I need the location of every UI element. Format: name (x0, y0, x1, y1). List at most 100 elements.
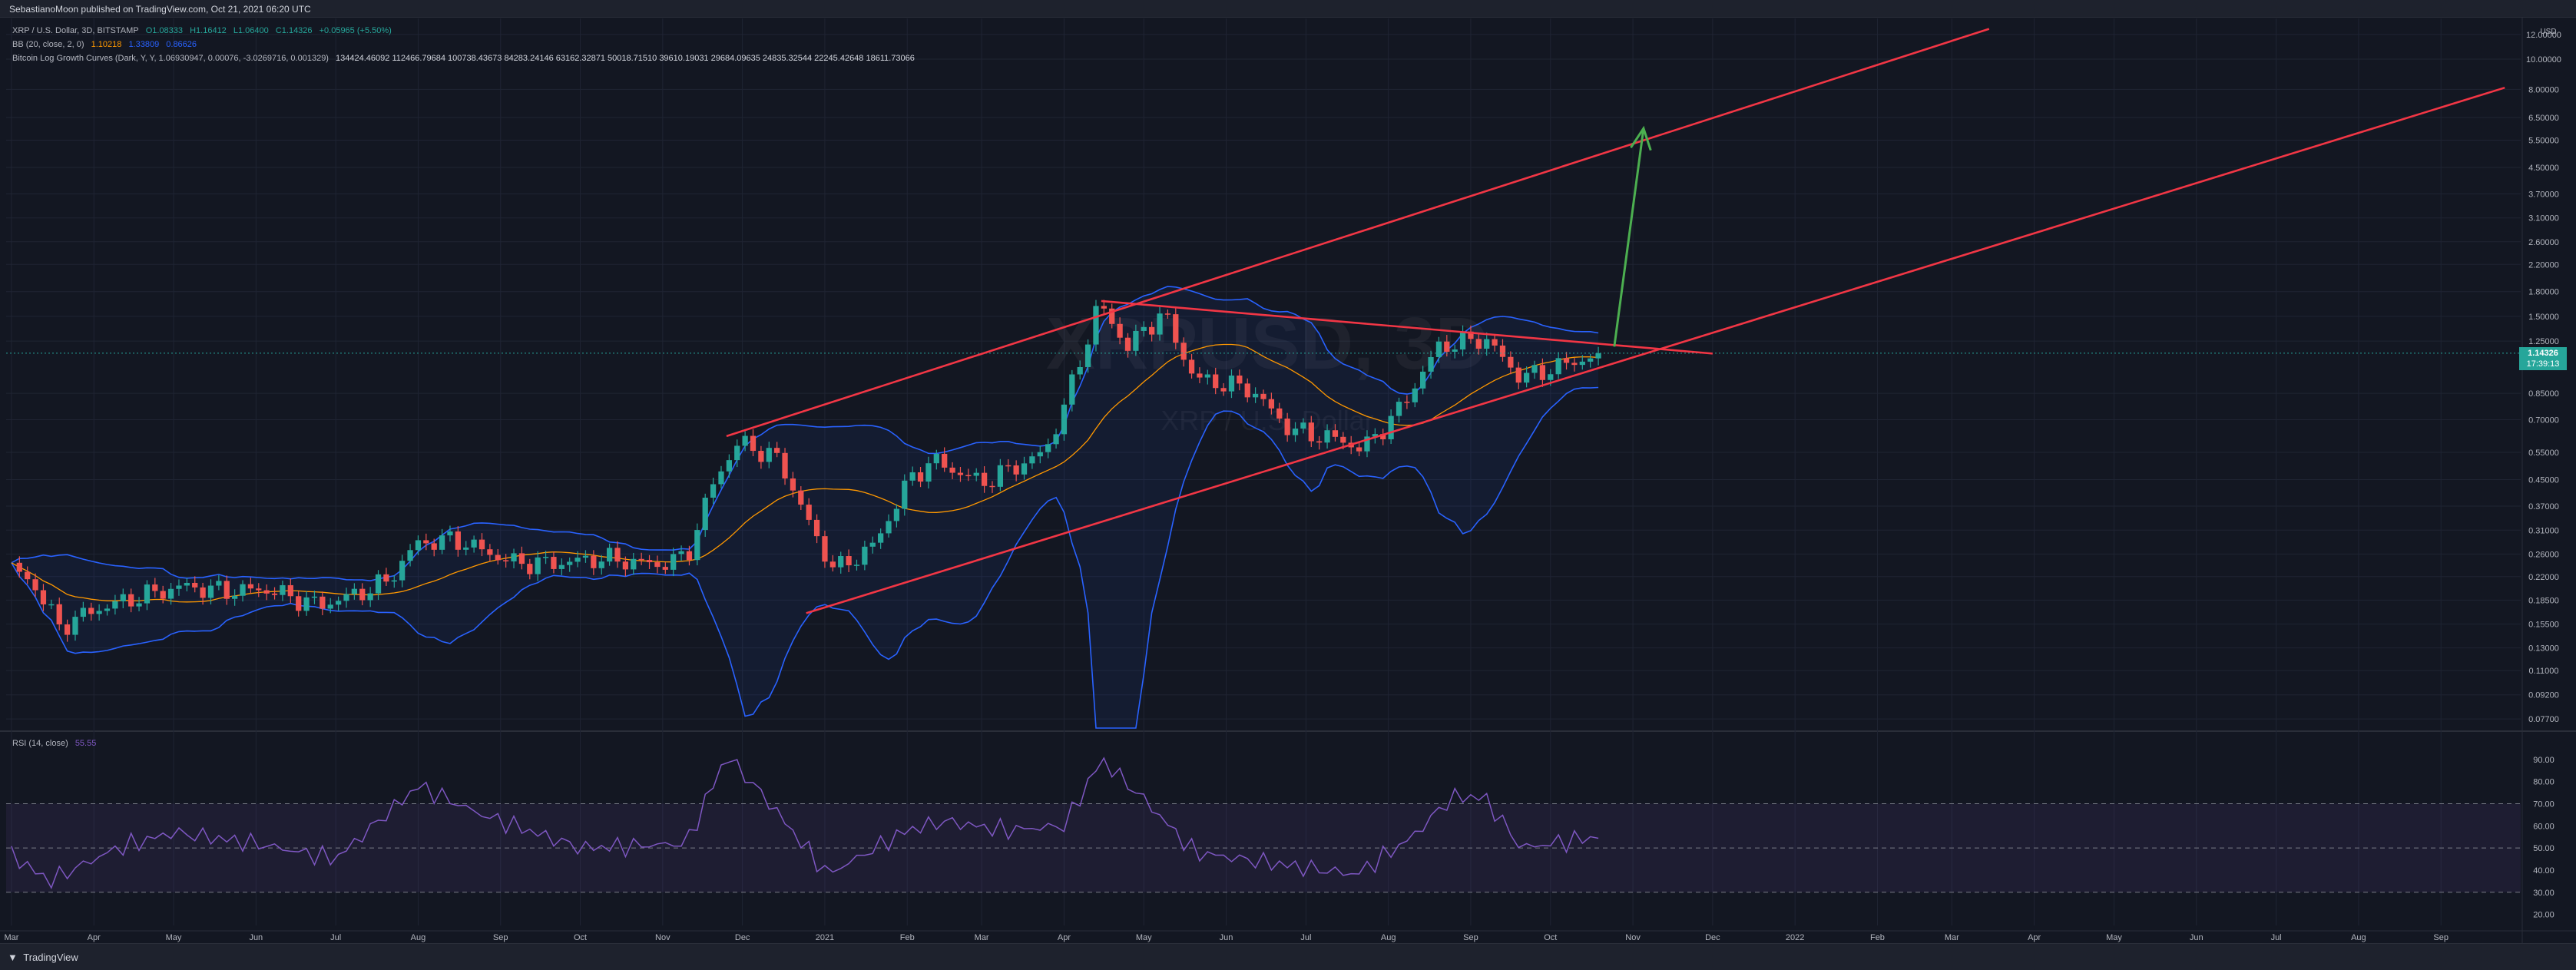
price-tick-label: 0.09200 (2528, 691, 2559, 700)
trendlines[interactable] (726, 28, 2505, 614)
price-tick-label: 0.70000 (2528, 415, 2559, 425)
candle-body (798, 490, 804, 505)
rsi-axis[interactable]: 90.00 80.00 70.00 60.00 50.00 40.00 30.00 20.00 (2533, 756, 2554, 920)
candle-body (320, 596, 326, 609)
price-tick-label: 3.70000 (2528, 190, 2559, 200)
ohlc-change: +0.05965 (+5.50%) (319, 26, 392, 35)
candle-body (1013, 465, 1019, 475)
candle-body (1595, 353, 1601, 359)
time-tick-label: Feb (900, 933, 915, 942)
candle-body (407, 550, 413, 561)
candle-body (120, 594, 126, 601)
candle-body (1213, 374, 1219, 389)
price-tick-label: 0.55000 (2528, 449, 2559, 458)
symbol-legend[interactable]: XRP / U.S. Dollar, 3D, BITSTAMP O1.08333… (12, 26, 396, 35)
time-axis[interactable]: Mar Apr May Jun Jul Aug Sep Oct Nov Dec 2021 Feb Mar… (4, 933, 2449, 942)
price-tick-label: 0.45000 (2528, 475, 2559, 485)
candle-body (535, 557, 541, 574)
bb-upper (11, 286, 1599, 582)
price-axis[interactable]: 12.00000 10.00000 8.00000 6.50000 5.50000 4.5… (2526, 31, 2561, 724)
time-tick-label: Jun (2190, 933, 2204, 942)
candle-body (909, 472, 916, 481)
price-tick-label: 10.00000 (2526, 55, 2561, 65)
candle-body (112, 601, 118, 609)
rsi-label[interactable]: RSI (14, close) (12, 739, 68, 748)
bb-label[interactable]: BB (20, close, 2, 0) (12, 40, 84, 49)
time-tick-label: Aug (411, 933, 426, 942)
time-tick-label: Sep (493, 933, 508, 942)
candle-body (893, 508, 900, 521)
candle-body (806, 505, 812, 520)
price-tick-label: 2.60000 (2528, 238, 2559, 247)
candle-body (1571, 363, 1578, 366)
candle-body (1452, 349, 1458, 353)
candle-body (1588, 358, 1594, 362)
candle-body (981, 472, 988, 486)
candle-body (1237, 375, 1243, 384)
candle-body (1029, 456, 1035, 464)
candle-body (455, 531, 461, 550)
rsi-legend[interactable]: RSI (14, close) 55.55 (12, 739, 96, 748)
candle-body (1188, 359, 1195, 374)
bb-basis-value: 1.10218 (91, 40, 122, 49)
time-tick-label: Oct (574, 933, 587, 942)
price-tick-label: 0.13000 (2528, 644, 2559, 654)
candle-body (303, 597, 310, 611)
candle-body (598, 561, 604, 568)
ohlc-open: O1.08333 (145, 26, 184, 35)
candle-body (965, 475, 972, 477)
candle-body (726, 460, 732, 472)
candle-body (152, 584, 158, 591)
candle-body (359, 588, 366, 601)
candle-body (518, 553, 525, 564)
curves-legend[interactable]: Bitcoin Log Growth Curves (Dark, Y, Y, 1… (12, 54, 919, 63)
time-tick-label: Jul (2271, 933, 2282, 942)
candle-body (710, 484, 717, 498)
candle-body (207, 585, 214, 598)
candle-body (25, 571, 31, 580)
candle-body (1539, 365, 1546, 380)
candle-body (1300, 422, 1306, 429)
candle-body (1444, 341, 1450, 353)
candle-body (439, 535, 445, 550)
bar-countdown: 17:39:13 (2526, 359, 2560, 369)
candle-body (1077, 366, 1083, 375)
symbol-title[interactable]: XRP / U.S. Dollar, 3D, BITSTAMP (12, 26, 139, 35)
candle-body (902, 480, 908, 509)
time-tick-label: Aug (2351, 933, 2366, 942)
rsi-tick-label: 40.00 (2533, 866, 2554, 876)
candle-body (1548, 374, 1554, 380)
candle-body (232, 595, 238, 599)
candle-body (846, 556, 852, 566)
candle-body (391, 580, 397, 582)
candle-body (734, 445, 740, 461)
candle-body (542, 557, 549, 558)
candle-body (511, 553, 517, 561)
bollinger-bands (11, 286, 1599, 729)
bb-legend[interactable]: BB (20, close, 2, 0) 1.10218 1.33809 0.8… (12, 40, 201, 49)
candle-body (686, 551, 693, 561)
candle-body (383, 574, 389, 582)
publisher-bar: SebastianoMoon published on TradingView.… (0, 0, 2576, 18)
rsi-background (6, 803, 2521, 893)
rsi-tick-label: 70.00 (2533, 800, 2554, 809)
candles[interactable] (6, 300, 2521, 642)
candle-body (287, 584, 293, 597)
price-tick-label: 8.00000 (2528, 85, 2559, 94)
candle-body (1197, 373, 1203, 378)
tradingview-logo[interactable]: ▼ TradingView (8, 952, 78, 963)
candle-body (631, 558, 637, 570)
time-tick-label: Dec (1705, 933, 1720, 942)
candle-body (862, 546, 868, 565)
candle-body (877, 533, 884, 543)
candle-body (782, 452, 788, 478)
candle-body (1404, 402, 1410, 403)
rsi-tick-label: 50.00 (2533, 844, 2554, 853)
candle-body (72, 617, 78, 635)
bb-upper-value: 1.33809 (128, 40, 160, 49)
curves-label[interactable]: Bitcoin Log Growth Curves (Dark, Y, Y, 1… (12, 54, 329, 63)
time-tick-label: May (2106, 933, 2122, 942)
price-tick-label: 12.00000 (2526, 31, 2561, 40)
candle-body (495, 555, 501, 561)
